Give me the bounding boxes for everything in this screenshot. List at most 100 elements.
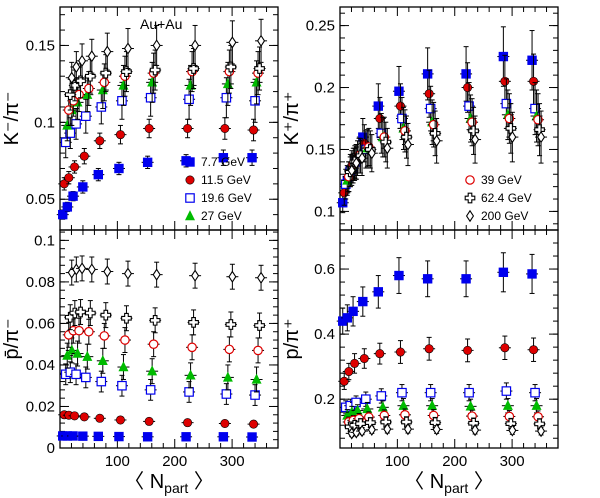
data-point bbox=[508, 424, 517, 437]
y-tick-label: 0.04 bbox=[26, 357, 55, 374]
y-tick-label: 0.1 bbox=[34, 114, 55, 131]
data-point bbox=[358, 424, 367, 438]
data-point bbox=[184, 387, 194, 397]
data-point bbox=[425, 103, 436, 114]
data-point bbox=[338, 198, 348, 208]
data-point bbox=[66, 344, 77, 355]
data-point bbox=[191, 39, 200, 52]
data-point bbox=[464, 101, 474, 111]
data-point bbox=[500, 343, 510, 353]
data-point bbox=[358, 151, 367, 165]
data-point bbox=[100, 67, 112, 79]
y-axis-label: K⁺/π⁺ bbox=[281, 92, 303, 146]
data-point bbox=[144, 123, 154, 133]
x-tick-label: 200 bbox=[162, 453, 187, 470]
data-point bbox=[147, 76, 158, 87]
data-point bbox=[394, 86, 404, 96]
data-point bbox=[251, 76, 262, 87]
data-point bbox=[121, 66, 132, 77]
data-point bbox=[187, 342, 197, 353]
data-point bbox=[504, 113, 515, 124]
data-point bbox=[530, 387, 540, 398]
x-tick-label: 100 bbox=[385, 453, 410, 470]
data-point bbox=[358, 296, 368, 307]
y-tick-label: 0.05 bbox=[26, 191, 55, 208]
legend-marker bbox=[464, 192, 476, 204]
series-62.4-GeV bbox=[64, 299, 266, 339]
data-point bbox=[68, 431, 78, 441]
data-point bbox=[427, 399, 438, 410]
data-point bbox=[84, 70, 96, 82]
data-point bbox=[498, 51, 509, 62]
x-tick-label: 300 bbox=[500, 453, 525, 470]
legend-label: 200 GeV bbox=[481, 209, 528, 223]
series-62.4-GeV bbox=[64, 44, 266, 111]
data-point bbox=[103, 45, 112, 58]
data-point bbox=[67, 71, 76, 84]
data-point bbox=[508, 130, 517, 144]
data-point bbox=[397, 387, 407, 398]
data-point bbox=[395, 347, 405, 357]
data-point bbox=[118, 79, 129, 90]
data-point bbox=[254, 320, 265, 331]
data-point bbox=[71, 119, 81, 129]
data-point bbox=[114, 431, 124, 442]
data-point bbox=[84, 326, 94, 337]
data-point bbox=[498, 267, 509, 277]
data-point bbox=[96, 376, 107, 387]
series-27-GeV bbox=[61, 337, 263, 393]
data-point bbox=[145, 92, 156, 103]
series-19.6-GeV bbox=[339, 382, 542, 415]
data-point bbox=[188, 63, 199, 74]
data-point bbox=[191, 269, 200, 282]
x-tick-label: 300 bbox=[220, 453, 245, 470]
data-point bbox=[228, 36, 237, 49]
data-point bbox=[463, 345, 473, 355]
series-200-GeV bbox=[65, 18, 268, 94]
y-tick-label: 0.06 bbox=[26, 315, 55, 332]
legend-marker bbox=[465, 209, 475, 223]
data-point bbox=[93, 169, 104, 180]
data-point bbox=[82, 88, 93, 99]
data-point bbox=[149, 314, 161, 326]
data-point bbox=[247, 153, 257, 163]
data-point bbox=[424, 89, 434, 99]
data-point bbox=[99, 331, 110, 341]
x-axis-label: 〈 Npart 〉 bbox=[404, 471, 494, 496]
data-point bbox=[84, 307, 96, 319]
data-point bbox=[114, 163, 124, 174]
series-11.5-GeV bbox=[338, 335, 540, 390]
data-point bbox=[347, 164, 356, 177]
data-point bbox=[222, 78, 233, 89]
data-point bbox=[71, 369, 81, 380]
data-point bbox=[72, 60, 81, 74]
data-point bbox=[103, 265, 112, 278]
data-point bbox=[152, 39, 161, 52]
data-point bbox=[398, 399, 409, 410]
data-point bbox=[145, 385, 156, 395]
data-point bbox=[147, 365, 158, 376]
panel-top-left: 0.05 0.1 0.15 K⁻/π⁻ Au+Au 7.7 GeV 11.5 GeV 19.6… bbox=[1, 6, 279, 231]
y-tick-label: 0.1 bbox=[34, 232, 55, 249]
legend: 7.7 GeV 11.5 GeV 19.6 GeV 27 GeV bbox=[184, 155, 252, 223]
data-point bbox=[502, 399, 513, 410]
series-200-GeV bbox=[345, 110, 548, 186]
y-axis-label: K⁻/π⁻ bbox=[1, 92, 23, 146]
legend-label: 7.7 GeV bbox=[201, 155, 245, 169]
data-point bbox=[254, 63, 265, 74]
data-point bbox=[529, 76, 539, 86]
data-point bbox=[69, 80, 81, 91]
data-point bbox=[383, 142, 392, 155]
data-point bbox=[123, 267, 133, 280]
series-11.5-GeV bbox=[58, 117, 260, 191]
data-point bbox=[395, 101, 405, 111]
data-point bbox=[87, 263, 96, 276]
data-point bbox=[253, 345, 263, 356]
data-point bbox=[117, 96, 127, 106]
data-point bbox=[70, 411, 80, 421]
data-point bbox=[533, 114, 543, 125]
x-axis-label: 〈 Npart 〉 bbox=[124, 471, 214, 496]
data-point bbox=[250, 390, 260, 400]
data-point bbox=[251, 373, 262, 384]
